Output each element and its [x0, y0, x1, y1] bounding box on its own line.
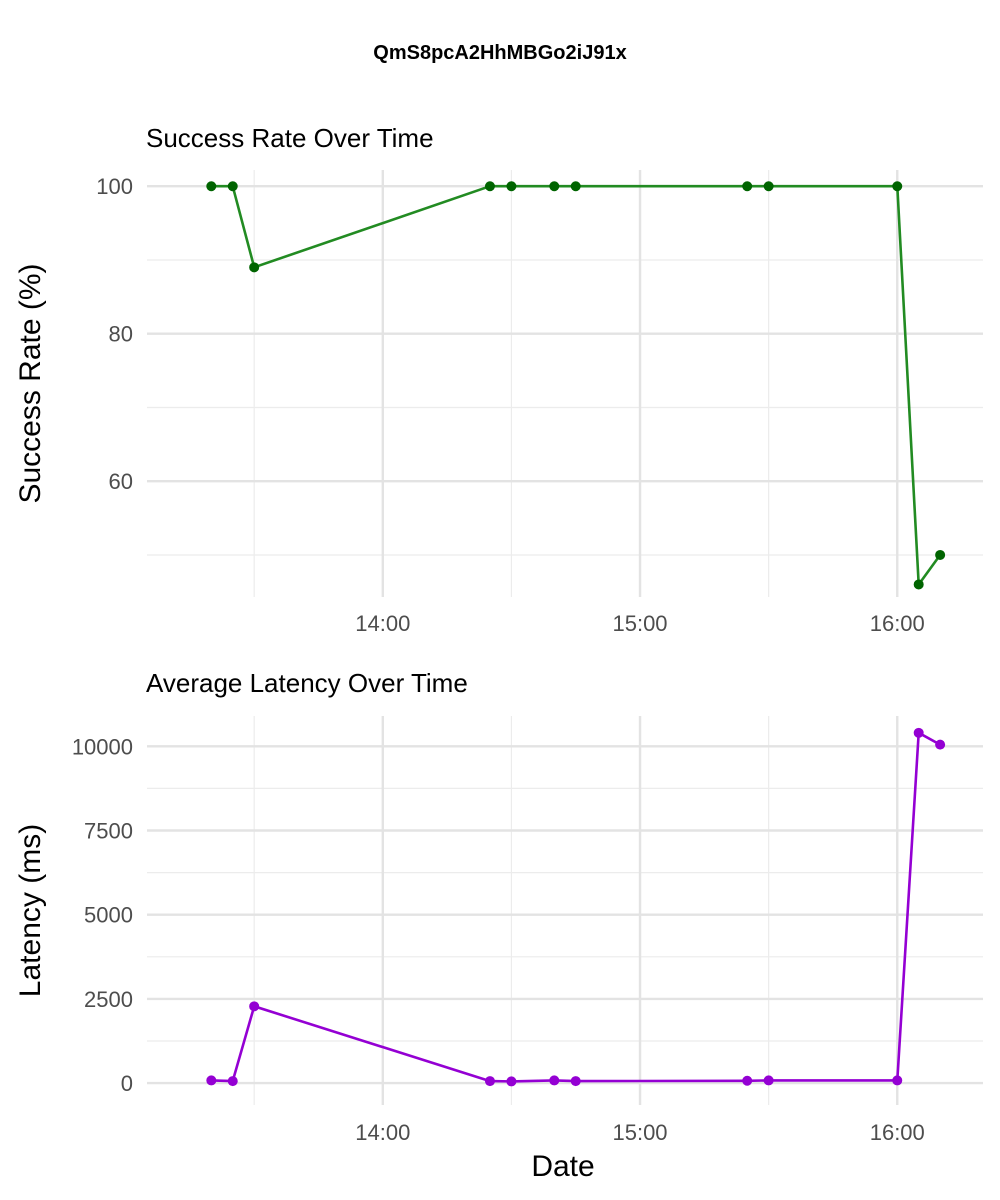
data-point — [742, 1075, 753, 1086]
data-point — [484, 1076, 495, 1087]
y-tick-label: 7500 — [84, 819, 133, 844]
y-tick-label: 100 — [96, 174, 133, 199]
data-point — [206, 181, 217, 192]
data-point — [892, 181, 903, 192]
y-tick-label: 80 — [109, 322, 133, 347]
y-tick-label: 0 — [121, 1071, 133, 1096]
x-axis-title: Date — [531, 1150, 594, 1183]
data-point — [763, 1075, 774, 1086]
x-tick-label: 16:00 — [870, 1120, 925, 1145]
data-point — [506, 1076, 517, 1087]
x-tick-label: 16:00 — [870, 611, 925, 636]
y-axis-title: Latency (ms) — [14, 824, 47, 997]
x-tick-label: 14:00 — [355, 1120, 410, 1145]
x-tick-label: 15:00 — [612, 611, 667, 636]
series-line — [211, 731, 941, 1083]
panel-title: Success Rate Over Time — [146, 123, 434, 153]
data-point — [249, 262, 260, 273]
y-axis-title: Success Rate (%) — [14, 263, 47, 503]
data-point — [892, 1075, 903, 1086]
page-title: QmS8pcA2HhMBGo2iJ91x — [373, 42, 627, 64]
data-point — [913, 727, 924, 738]
data-point — [935, 739, 946, 750]
data-point — [484, 181, 495, 192]
data-point — [570, 1076, 581, 1087]
y-tick-label: 10000 — [72, 734, 133, 759]
data-point — [549, 1075, 560, 1086]
panel-title: Average Latency Over Time — [146, 668, 468, 698]
data-point — [763, 181, 774, 192]
series-line — [211, 184, 942, 586]
x-tick-label: 15:00 — [612, 1120, 667, 1145]
data-point — [913, 579, 924, 590]
y-tick-label: 2500 — [84, 987, 133, 1012]
y-tick-label: 5000 — [84, 903, 133, 928]
data-point — [249, 1001, 260, 1012]
y-tick-label: 60 — [109, 469, 133, 494]
data-point — [549, 181, 560, 192]
data-point — [570, 181, 581, 192]
data-point — [935, 549, 946, 560]
x-tick-label: 14:00 — [355, 611, 410, 636]
data-point — [227, 1076, 238, 1087]
data-point — [506, 181, 517, 192]
data-point — [206, 1075, 217, 1086]
data-point — [227, 181, 238, 192]
data-point — [742, 181, 753, 192]
